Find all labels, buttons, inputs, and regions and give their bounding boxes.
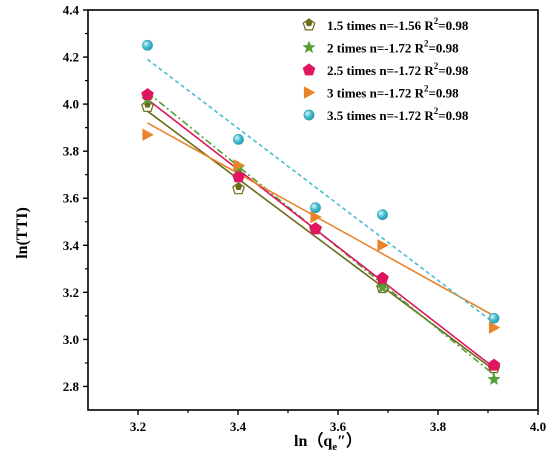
x-axis-title: ln（qe″） xyxy=(294,432,362,453)
x-axis-title-main: ln（q xyxy=(294,432,332,450)
legend-marker-0 xyxy=(302,18,316,31)
fit-line-0 xyxy=(147,110,495,371)
point-s4-4 xyxy=(488,312,500,324)
point-s0-1 xyxy=(232,182,245,195)
x-tick-label-2: 3.6 xyxy=(330,419,347,434)
y-tick-label-0: 2.8 xyxy=(63,379,80,394)
point-s3-2 xyxy=(310,210,322,224)
point-s3-0 xyxy=(142,128,154,141)
x-tick-label-1: 3.4 xyxy=(230,419,247,434)
y-tick-label-7: 4.2 xyxy=(63,50,79,65)
fit-lines xyxy=(146,58,495,376)
point-s2-2 xyxy=(309,222,322,235)
point-s0-1-fill xyxy=(235,183,242,190)
point-s3-1 xyxy=(233,159,245,172)
plot-frame xyxy=(87,9,539,411)
fit-line-3 xyxy=(147,122,495,317)
legend-label-0: 1.5 times n=-1.56 R2=0.98 xyxy=(327,16,469,33)
point-s1-3 xyxy=(375,280,390,294)
point-s4-3 xyxy=(377,209,388,221)
legend: 1.5 times n=-1.56 R2=0.98 2 times n=-1.72… xyxy=(302,16,469,123)
fit-line-2 xyxy=(147,98,495,369)
axes: 3.2 3.4 3.6 3.8 4.0 2.8 3.0 3.2 3.4 3.6 3.8 4.0 4.2 4… xyxy=(63,3,546,435)
point-s4-2 xyxy=(310,202,321,214)
y-tick-label-2: 3.2 xyxy=(63,285,79,300)
y-tick-label-5: 3.8 xyxy=(63,144,80,159)
legend-label-4: 3.5 times n=-1.72 R2=0.98 xyxy=(327,106,469,123)
y-axis-title: ln(TTI) xyxy=(14,207,31,259)
x-tick-label-4: 4.0 xyxy=(530,419,546,434)
legend-marker-4 xyxy=(303,109,315,121)
point-s2-4 xyxy=(487,358,501,371)
x-tick-label-3: 3.8 xyxy=(430,419,447,434)
fit-line-4 xyxy=(147,58,495,324)
y-tick-label-1: 3.0 xyxy=(63,332,79,347)
x-axis-title-sub: e xyxy=(332,441,337,453)
legend-label-2: 2.5 times n=-1.72 R2=0.98 xyxy=(327,61,469,78)
data-points xyxy=(140,39,501,386)
legend-label-3: 3 times n=-1.72 R2=0.98 xyxy=(327,84,459,101)
point-s2-0 xyxy=(141,88,154,101)
legend-marker-3 xyxy=(303,86,316,99)
point-s1-4 xyxy=(487,372,501,386)
y-tick-label-6: 4.0 xyxy=(63,97,79,112)
x-tick-label-0: 3.2 xyxy=(130,419,146,434)
y-tick-label-4: 3.6 xyxy=(63,191,80,206)
legend-marker-0-fill xyxy=(305,19,313,27)
y-tick-label-3: 3.4 xyxy=(63,238,80,253)
legend-marker-2 xyxy=(302,63,316,76)
point-s2-1 xyxy=(232,170,245,183)
legend-label-1: 2 times n=-1.72 R2=0.98 xyxy=(327,39,459,56)
point-s4-0 xyxy=(142,39,153,51)
y-tick-label-8: 4.4 xyxy=(63,3,80,18)
point-s2-3 xyxy=(376,271,389,284)
point-s3-3 xyxy=(377,239,389,252)
point-s4-1 xyxy=(233,134,244,145)
x-axis-title-tail: ″） xyxy=(337,432,362,450)
legend-marker-1 xyxy=(302,40,316,54)
point-s3-4 xyxy=(488,321,501,334)
